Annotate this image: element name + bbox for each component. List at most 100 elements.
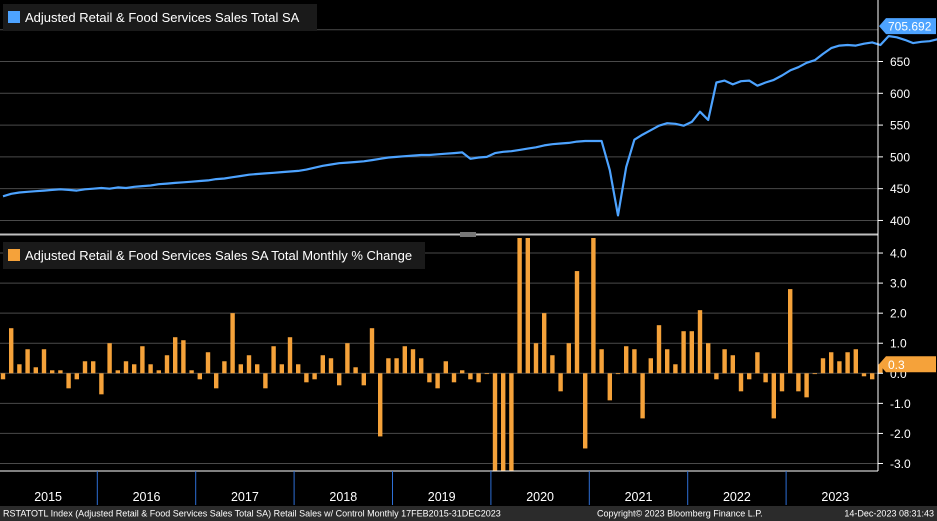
bottom-legend: Adjusted Retail & Food Services Sales SA… xyxy=(3,242,425,269)
bar xyxy=(9,328,14,374)
bar xyxy=(369,328,375,374)
footer-copyright: Copyright© 2023 Bloomberg Finance L.P. xyxy=(597,509,763,519)
bar xyxy=(255,364,260,374)
bar xyxy=(501,373,506,471)
bar xyxy=(25,349,30,374)
bar xyxy=(697,310,703,374)
bar xyxy=(558,373,563,392)
bar xyxy=(402,346,407,374)
bar xyxy=(353,367,358,374)
bar xyxy=(820,358,826,374)
bar xyxy=(361,373,366,386)
bar xyxy=(738,373,744,392)
y-tick-label: 600 xyxy=(890,87,910,101)
line-last-value-tag: 705.692 xyxy=(879,18,936,35)
bar xyxy=(205,352,211,374)
bar xyxy=(378,373,383,437)
bar xyxy=(591,238,596,374)
bar xyxy=(189,370,194,374)
line-last-value-marker xyxy=(879,18,936,35)
bar xyxy=(550,355,555,374)
bar xyxy=(279,364,284,374)
footer-description: RSTATOTL Index (Adjusted Retail & Food S… xyxy=(3,509,501,519)
bar xyxy=(82,361,88,374)
top-legend-background xyxy=(3,4,317,31)
bottom-legend-background xyxy=(3,242,425,269)
line-last-value-label: 705.692 xyxy=(888,20,932,34)
x-year-label: 2016 xyxy=(133,490,161,504)
bar xyxy=(164,355,170,374)
bar xyxy=(533,343,539,374)
bar xyxy=(542,313,547,374)
bar xyxy=(681,331,686,374)
bar xyxy=(41,349,47,374)
bar xyxy=(861,373,867,377)
bar xyxy=(107,343,112,374)
bar xyxy=(566,343,571,374)
bar xyxy=(796,373,801,392)
bar xyxy=(320,355,325,374)
y-tick-label: 4.0 xyxy=(890,247,907,261)
y-tick-label: 3.0 xyxy=(890,277,907,291)
x-year-label: 2017 xyxy=(231,490,259,504)
bar xyxy=(492,373,498,471)
x-year-label: 2018 xyxy=(329,490,357,504)
x-year-label: 2019 xyxy=(428,490,456,504)
bar xyxy=(99,373,104,395)
bar xyxy=(460,370,465,374)
x-year-label: 2020 xyxy=(526,490,554,504)
bar xyxy=(238,364,243,374)
bar xyxy=(755,352,760,374)
top-legend: Adjusted Retail & Food Services Sales To… xyxy=(3,4,317,31)
bar xyxy=(451,373,457,383)
bar xyxy=(763,373,768,383)
x-axis-band xyxy=(0,471,937,506)
bar-last-value-marker xyxy=(879,356,936,373)
y-tick-label: 450 xyxy=(890,182,910,196)
bar xyxy=(878,364,883,374)
y-tick-label: 500 xyxy=(890,150,910,164)
bar xyxy=(517,238,522,374)
y-tick-label: 2.0 xyxy=(890,307,907,321)
bar xyxy=(788,289,793,374)
bar xyxy=(140,346,145,374)
bar xyxy=(525,238,530,374)
bar xyxy=(853,349,858,374)
bottom-legend-label: Adjusted Retail & Food Services Sales SA… xyxy=(25,248,412,263)
bar xyxy=(656,325,662,374)
bar xyxy=(722,349,727,374)
bar xyxy=(0,373,6,380)
y-tick-label: 400 xyxy=(890,214,910,228)
top-legend-label: Adjusted Retail & Food Services Sales To… xyxy=(25,10,300,25)
bar xyxy=(230,313,235,374)
bar xyxy=(640,373,645,419)
bar xyxy=(615,373,621,375)
bar xyxy=(812,373,817,375)
y-tick-label: -2.0 xyxy=(890,427,911,441)
bar xyxy=(222,361,227,374)
bar xyxy=(427,373,432,383)
bar xyxy=(632,349,637,374)
bar xyxy=(484,373,489,375)
bar xyxy=(837,361,842,374)
panel-divider-grip[interactable] xyxy=(460,232,476,237)
bar xyxy=(419,358,424,374)
footer-band xyxy=(0,506,937,521)
bar xyxy=(599,349,604,374)
top-panel-background xyxy=(0,0,878,232)
bar xyxy=(714,373,719,380)
bar xyxy=(58,370,63,374)
bar xyxy=(779,373,785,392)
bar xyxy=(345,343,350,374)
bar xyxy=(263,373,268,389)
bar xyxy=(156,370,161,374)
retail-sales-line xyxy=(2,35,937,217)
bar xyxy=(214,373,219,389)
x-year-label: 2015 xyxy=(34,490,62,504)
bar xyxy=(689,331,694,374)
bar xyxy=(648,358,653,374)
bar xyxy=(296,364,301,374)
bar xyxy=(17,364,22,374)
bar xyxy=(607,373,612,401)
